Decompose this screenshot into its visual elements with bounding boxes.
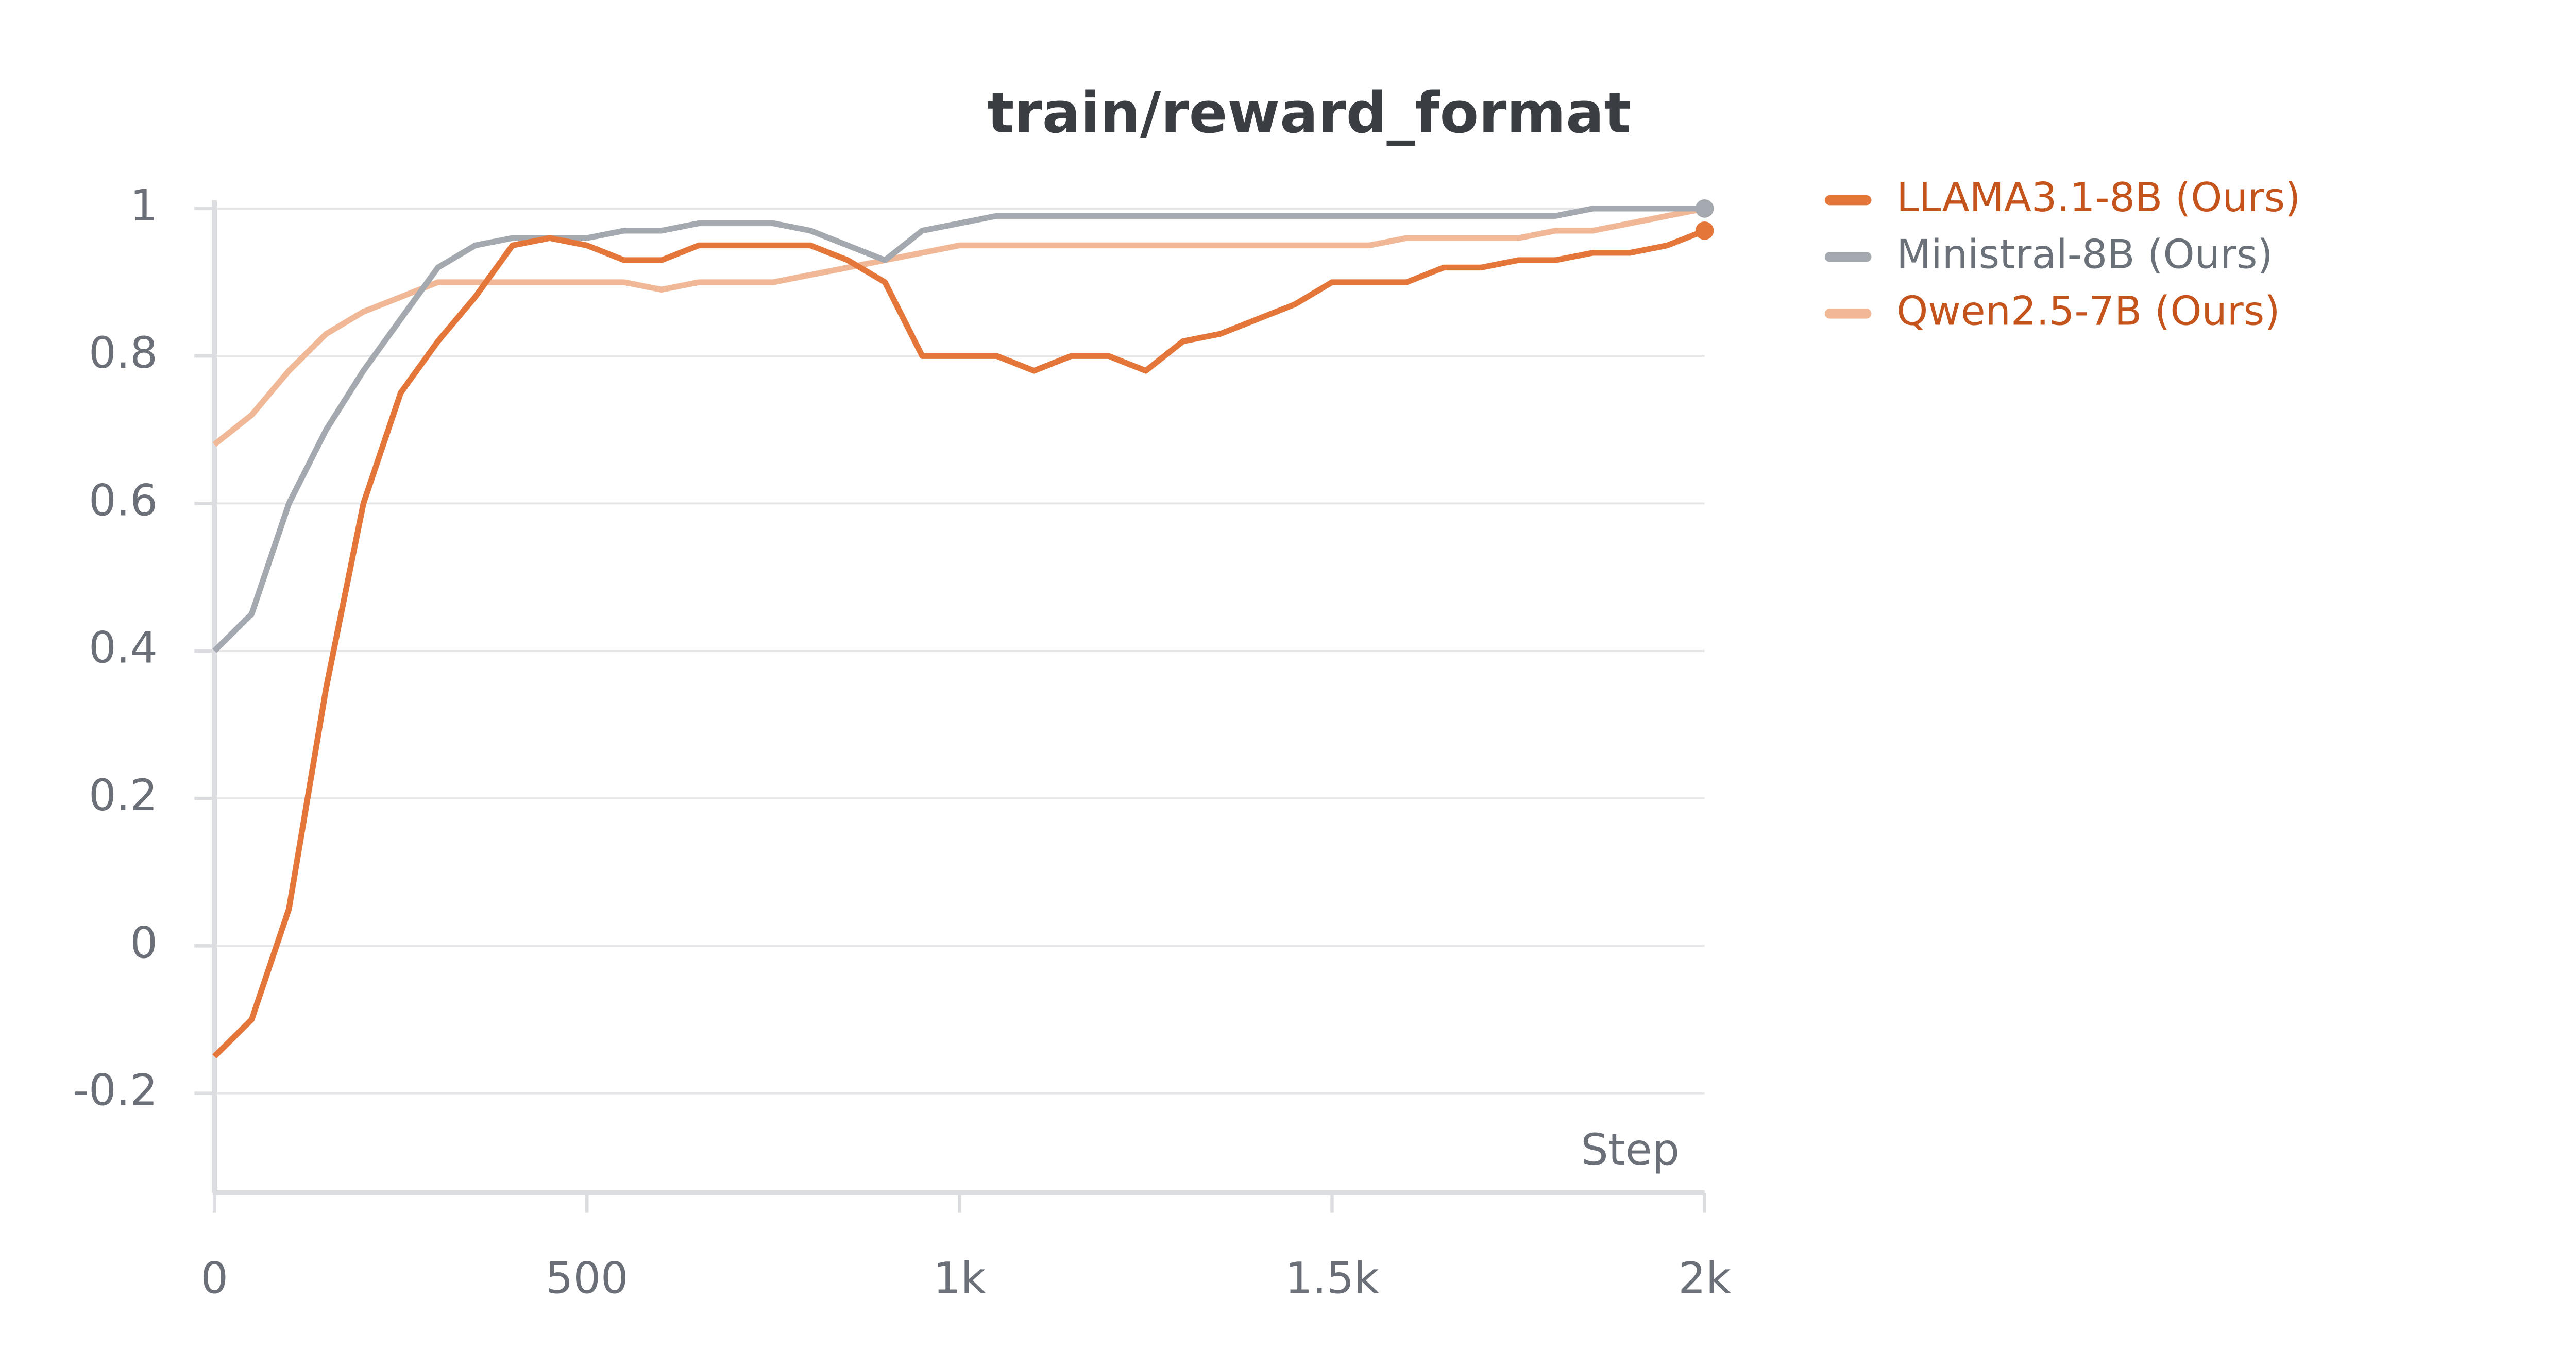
series-line: [212, 206, 1705, 653]
x-axis-label: Step: [1581, 1124, 1680, 1175]
y-tick-label: 0.8: [89, 328, 158, 378]
series-line: [212, 228, 1706, 1059]
x-tick-label: 2k: [1678, 1253, 1731, 1304]
x-tick-label: 0: [200, 1253, 228, 1304]
x-tick-label: 1.5k: [1285, 1253, 1379, 1304]
end-point: [1695, 199, 1714, 218]
y-tick-label: 1: [130, 180, 158, 231]
end-point: [1695, 221, 1714, 240]
x-tick-label: 500: [546, 1253, 629, 1304]
legend-label: Qwen2.5-7B (Ours): [1896, 288, 2280, 334]
y-tick-label: 0: [130, 917, 158, 968]
y-tick-label: 0.4: [89, 623, 158, 673]
chart-title: train/reward_format: [987, 80, 1631, 146]
y-tick-label: 0.6: [89, 475, 158, 525]
series-line: [212, 206, 1705, 447]
legend-label: LLAMA3.1-8B (Ours): [1896, 175, 2300, 221]
y-tick-label: 0.2: [89, 770, 158, 820]
legend-label: Ministral-8B (Ours): [1896, 231, 2273, 278]
x-tick-label: 1k: [933, 1253, 986, 1304]
y-tick-label: -0.2: [73, 1065, 158, 1116]
